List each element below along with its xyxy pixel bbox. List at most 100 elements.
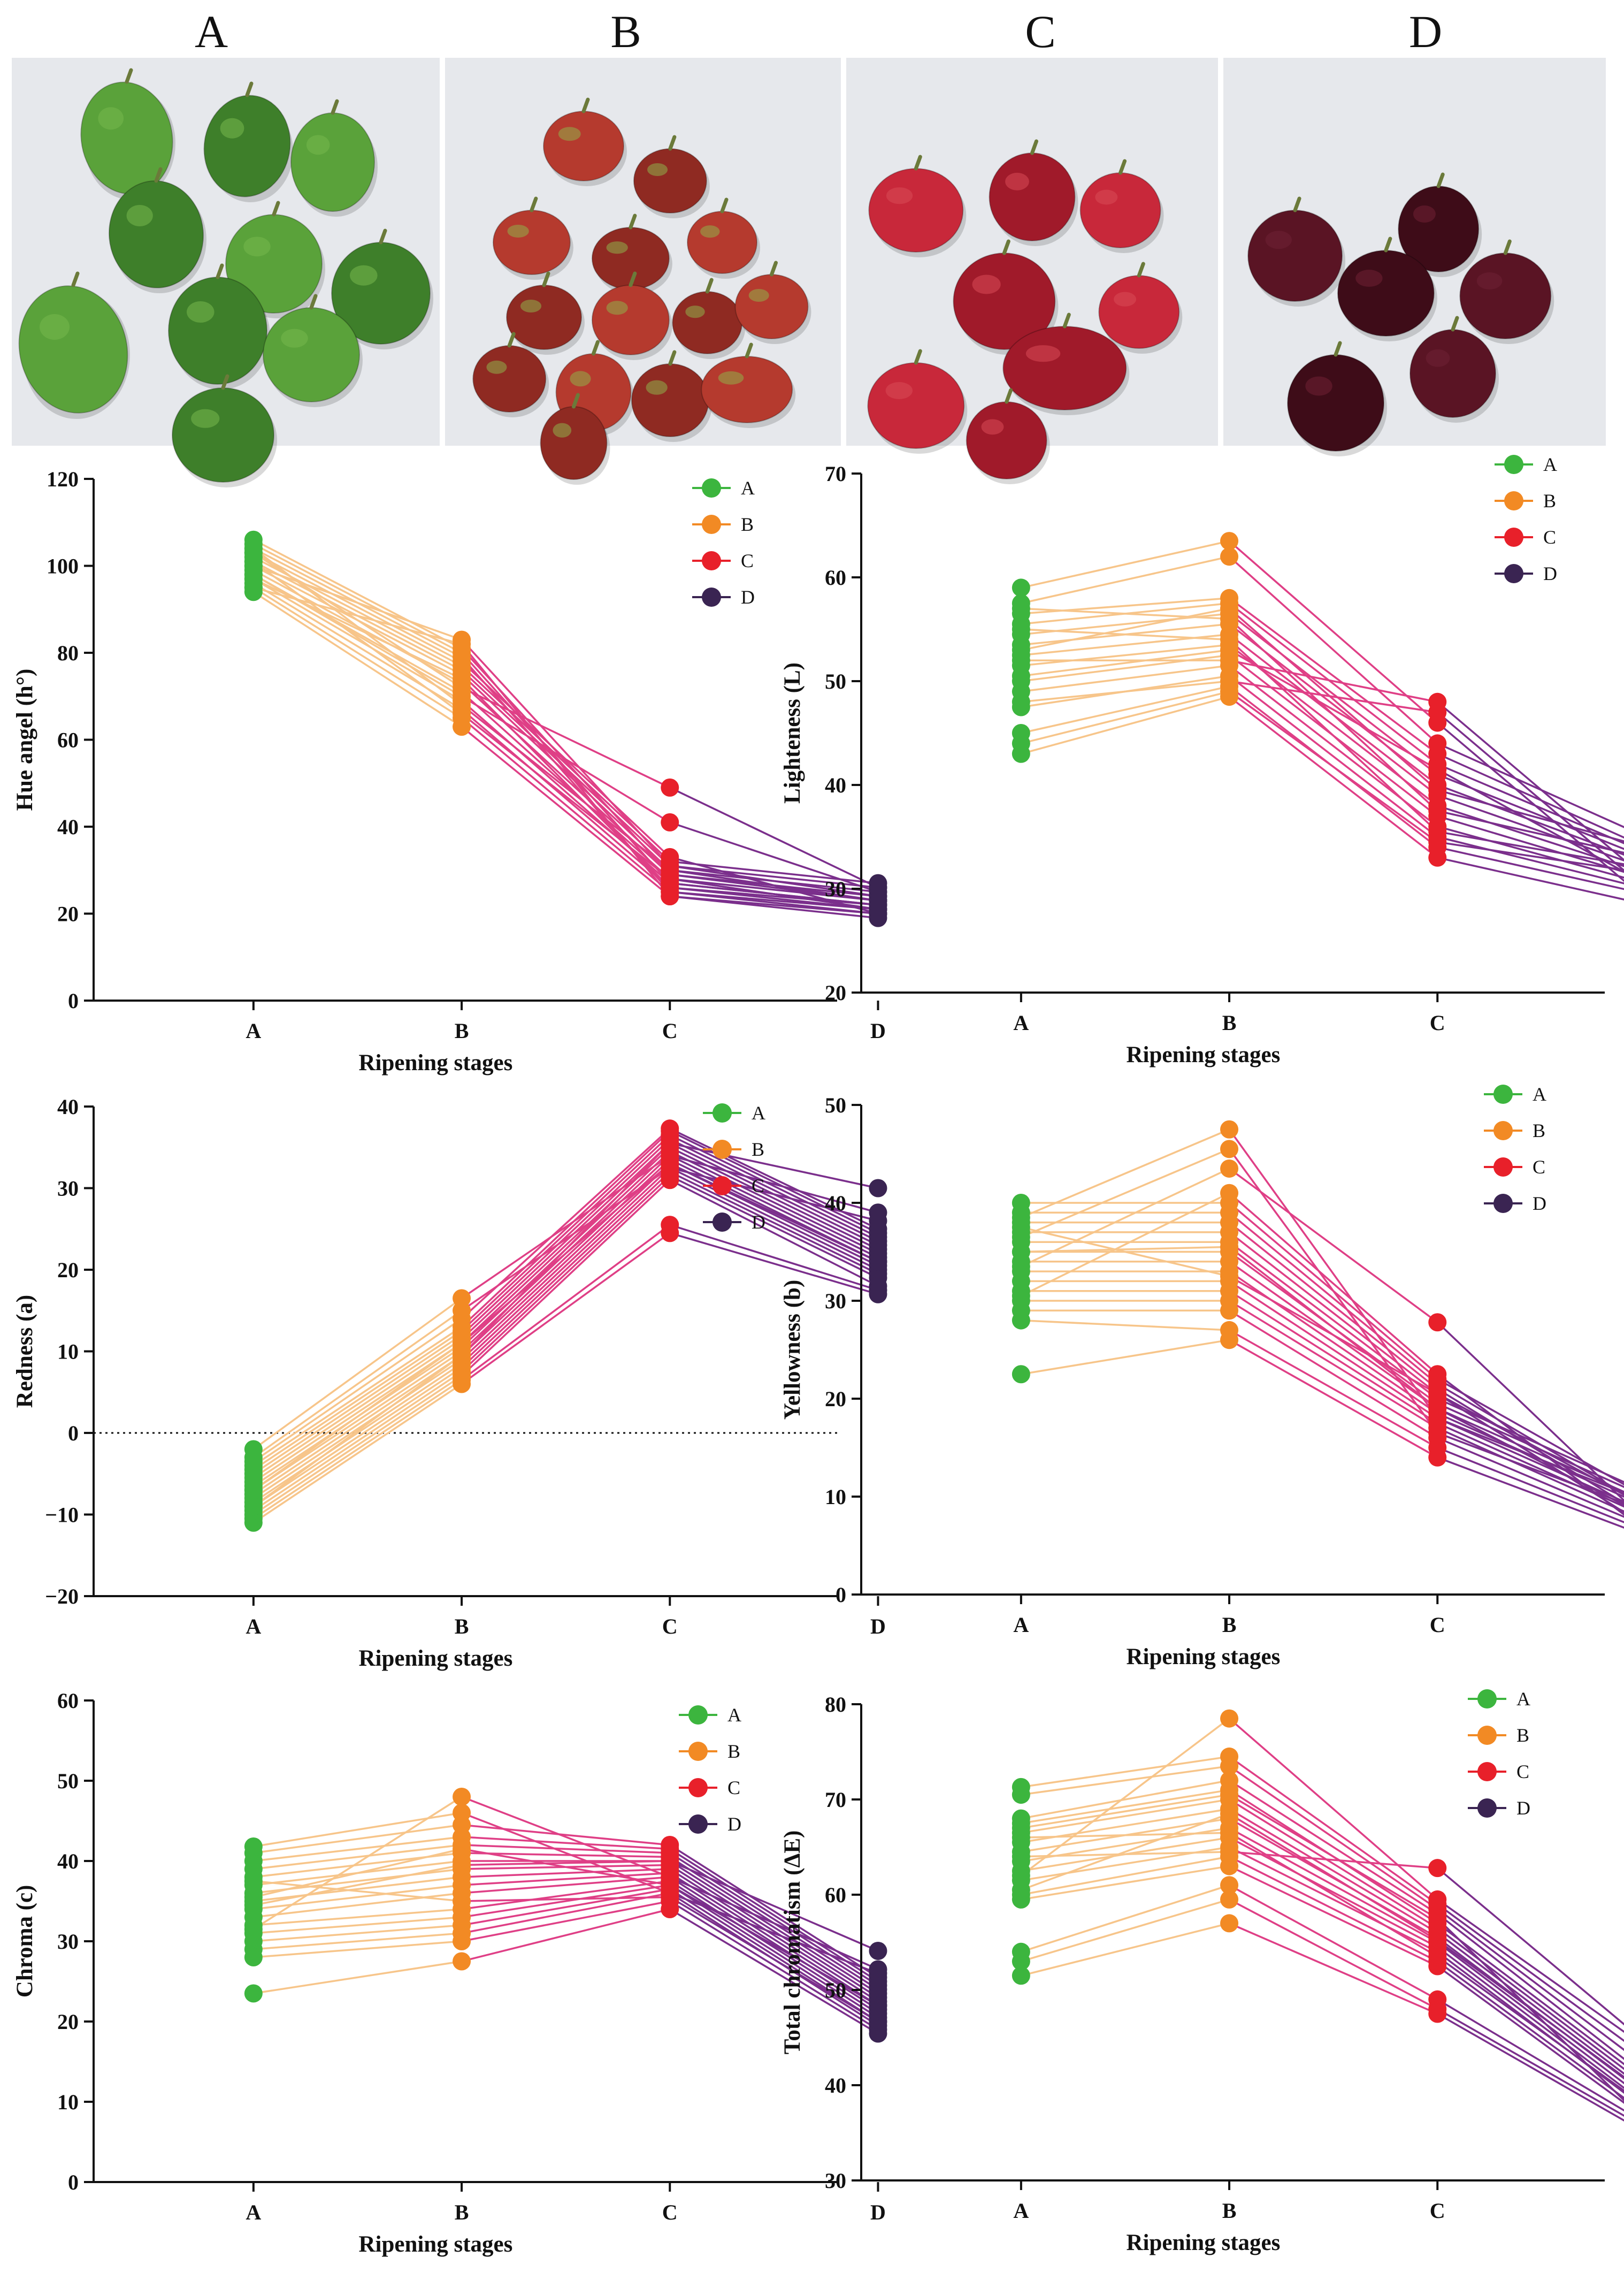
x-tick-label: A <box>1013 2199 1029 2223</box>
connector-line <box>1228 602 1438 765</box>
connector-line <box>1021 680 1230 703</box>
data-point <box>1220 1914 1239 1933</box>
connector-line <box>1021 1856 1230 1896</box>
x-axis-title: Ripening stages <box>1126 1644 1280 1669</box>
connector-line <box>1228 1718 1438 1901</box>
data-point <box>1012 640 1030 659</box>
connector-line <box>252 1334 463 1475</box>
y-tick-label: 120 <box>47 467 79 491</box>
connector-line <box>461 643 671 897</box>
connector-line <box>669 1150 879 1255</box>
connector-line <box>669 1864 879 1999</box>
data-point <box>1220 599 1239 618</box>
connector-line <box>252 578 462 701</box>
legend-marker <box>1493 1085 1513 1104</box>
cherry-stem <box>581 97 590 113</box>
connector-line <box>461 652 671 884</box>
cherry <box>1079 172 1161 248</box>
connector-line <box>253 1924 462 1942</box>
data-point <box>453 1892 471 1910</box>
connector-line <box>1021 1851 1230 1858</box>
photo-panel-d <box>1223 58 1606 456</box>
cherry-highlight <box>1476 272 1503 289</box>
connector-line <box>1437 846 1624 890</box>
connector-line <box>461 1880 670 1910</box>
connector-line <box>1229 1846 1438 1953</box>
connector-line <box>1229 1309 1438 1439</box>
data-point <box>1428 1399 1447 1418</box>
y-tick-label: 50 <box>825 1093 846 1117</box>
connector-line <box>461 1130 671 1328</box>
connector-line <box>669 1154 878 1214</box>
connector-line <box>461 1868 670 1878</box>
x-tick-label: A <box>246 2200 261 2224</box>
y-tick-label: 80 <box>825 1692 846 1717</box>
data-point <box>869 2012 887 2031</box>
data-point <box>1220 682 1239 701</box>
data-point <box>1012 578 1030 597</box>
connector-line <box>461 704 671 871</box>
connector-line <box>669 865 878 897</box>
connector-line <box>461 1134 671 1332</box>
data-point <box>453 1788 471 1806</box>
data-point <box>661 861 679 880</box>
cherry-stem <box>530 196 538 212</box>
cherry-stem <box>331 99 339 115</box>
cherry-highlight <box>685 306 705 318</box>
connector-line <box>1229 1339 1438 1459</box>
connector-line <box>1437 722 1624 882</box>
data-point <box>869 904 887 923</box>
cherry <box>672 291 743 354</box>
y-tick-label: 0 <box>68 1421 79 1445</box>
x-axis-title: Ripening stages <box>358 2232 512 2257</box>
connector-line <box>461 1824 670 1846</box>
cherry-stem <box>542 271 550 287</box>
connector-line <box>1228 675 1438 838</box>
legend-label: B <box>752 1139 764 1160</box>
cherry-stem <box>592 340 600 356</box>
connector-line <box>1229 1168 1438 1323</box>
connector-line <box>1229 1765 1438 1910</box>
data-point <box>869 1203 887 1222</box>
connector-line <box>461 726 671 897</box>
connector-line <box>253 1884 462 1910</box>
connector-line <box>1229 1798 1438 1929</box>
legend-label: D <box>1533 1193 1546 1214</box>
connector-line <box>253 1940 462 1958</box>
data-point <box>1012 1847 1030 1866</box>
connector-line <box>461 1232 671 1385</box>
connector-line <box>253 539 462 650</box>
cherry-stem <box>1030 139 1038 155</box>
connector-line <box>1437 1898 1624 2033</box>
connector-line <box>1229 1856 1438 1963</box>
connector-line <box>461 1884 670 1918</box>
connector-line <box>1437 1918 1624 2102</box>
connector-line <box>1021 1884 1230 1953</box>
data-point <box>1012 1778 1030 1796</box>
connector-line <box>1437 1927 1624 2070</box>
connector-line <box>461 717 671 893</box>
connector-line <box>253 1876 462 1902</box>
x-tick-label: C <box>662 1019 678 1043</box>
legend-marker <box>1504 491 1523 510</box>
y-tick-label: 0 <box>836 1583 846 1607</box>
data-point <box>1012 620 1030 638</box>
connector-line <box>1228 1148 1438 1434</box>
x-axis-title: Ripening stages <box>1126 2230 1280 2255</box>
legend-label: D <box>752 1211 765 1233</box>
cherry-stem <box>1384 237 1392 253</box>
connector-line <box>252 1351 463 1491</box>
cherry-stem <box>572 393 580 409</box>
connector-line <box>1437 1446 1624 1523</box>
legend-marker <box>688 1778 708 1797</box>
data-point <box>244 1837 263 1856</box>
data-point <box>1428 1365 1447 1384</box>
connector-line <box>1437 1956 1624 2092</box>
connector-line <box>1229 1275 1438 1395</box>
connector-line <box>670 895 878 915</box>
connector-line <box>1021 1756 1230 1788</box>
connector-line <box>1437 794 1624 861</box>
data-point <box>869 1179 887 1197</box>
connector-line <box>252 1342 463 1491</box>
